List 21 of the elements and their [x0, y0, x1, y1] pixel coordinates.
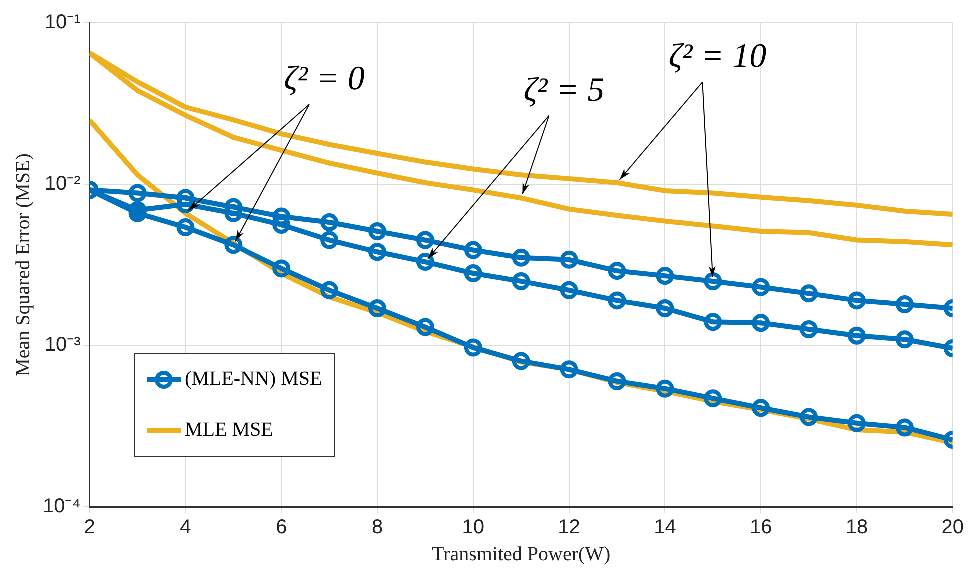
annotation: ζ² = 0	[284, 60, 365, 98]
y-tick-label: 10⁻⁴	[42, 496, 81, 518]
y-axis-title: Mean Squared Error (MSE)	[12, 154, 34, 376]
y-tick-label: 10⁻³	[44, 334, 82, 356]
y-tick-label: 10⁻¹	[44, 12, 82, 34]
y-tick-label: 10⁻²	[44, 172, 82, 195]
x-tick-label: 12	[558, 516, 580, 539]
legend-label: MLE MSE	[185, 419, 274, 442]
x-tick-label: 4	[180, 516, 192, 539]
x-tick-label: 2	[84, 516, 96, 539]
annotation: ζ² = 5	[524, 72, 605, 109]
x-tick-label: 10	[462, 516, 485, 539]
x-tick-label: 18	[846, 516, 868, 539]
x-tick-label: 8	[372, 516, 384, 539]
annotation: ζ² = 10	[668, 38, 767, 76]
x-tick-label: 20	[942, 516, 964, 539]
x-axis-title: Transmited Power(W)	[432, 543, 611, 566]
x-tick-label: 14	[654, 516, 676, 539]
x-tick-label: 6	[276, 516, 288, 539]
legend-label: (MLE-NN) MSE	[185, 368, 322, 391]
x-tick-label: 16	[750, 516, 772, 539]
